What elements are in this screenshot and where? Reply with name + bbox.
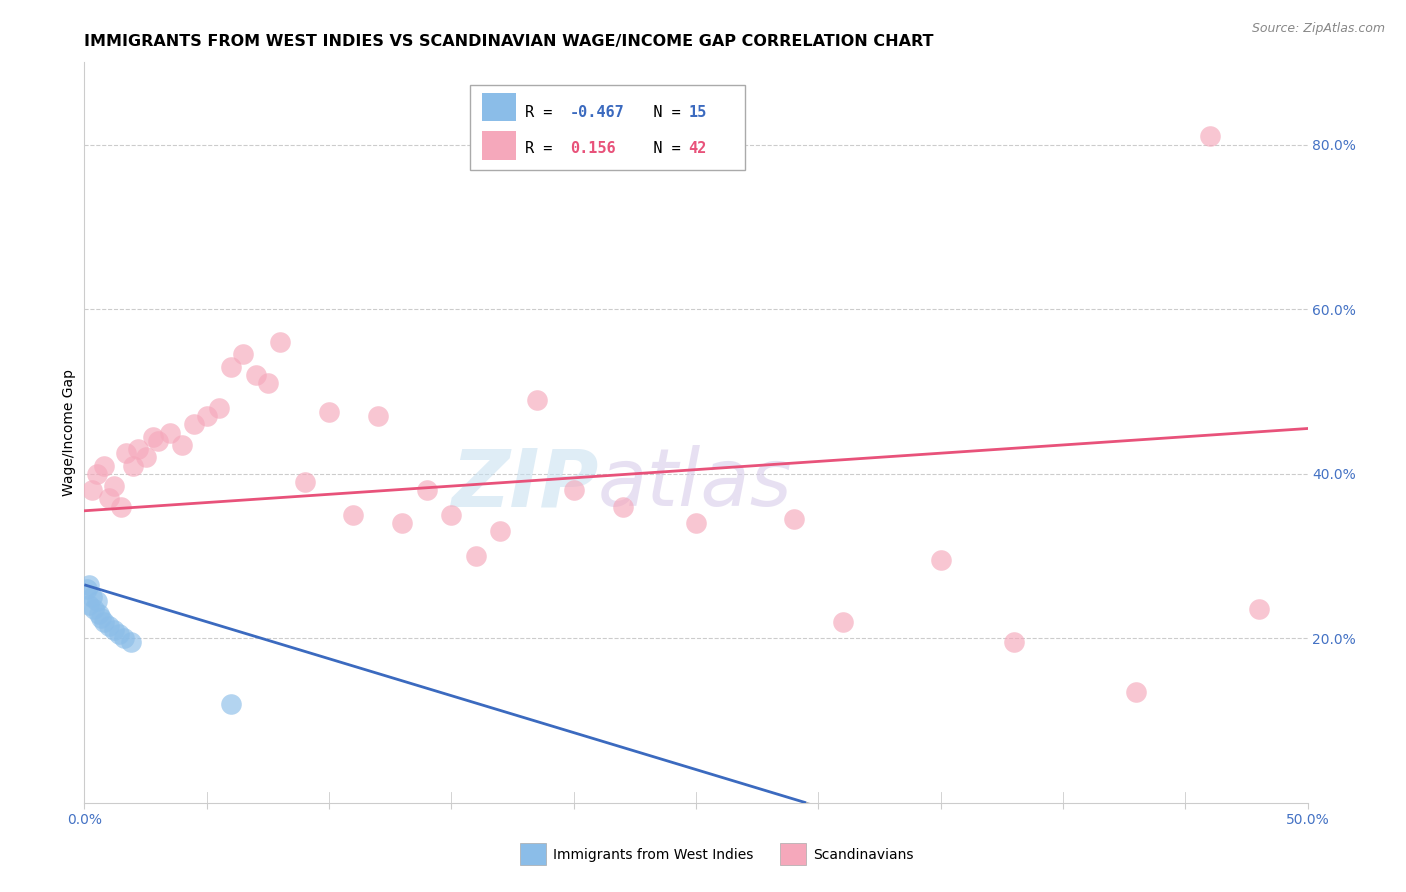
- Point: [103, 623, 125, 637]
- Point: [318, 405, 340, 419]
- Bar: [482, 131, 516, 160]
- Point: [135, 450, 157, 465]
- Point: [90, 610, 112, 624]
- Point: [294, 475, 316, 489]
- Point: [257, 376, 280, 391]
- Point: [172, 438, 194, 452]
- Point: [342, 508, 364, 522]
- Point: [80, 590, 103, 604]
- Text: Source: ZipAtlas.com: Source: ZipAtlas.com: [1251, 22, 1385, 36]
- Text: R =: R =: [524, 105, 561, 120]
- Text: Immigrants from West Indies: Immigrants from West Indies: [553, 847, 754, 862]
- Point: [122, 458, 145, 473]
- Point: [80, 483, 103, 498]
- Point: [612, 500, 634, 514]
- Point: [93, 458, 115, 473]
- Point: [86, 467, 108, 481]
- Text: -0.467: -0.467: [569, 105, 624, 120]
- Point: [195, 409, 218, 424]
- Point: [489, 524, 512, 539]
- FancyBboxPatch shape: [470, 85, 745, 169]
- Point: [1198, 129, 1220, 144]
- Point: [127, 442, 149, 456]
- Point: [159, 425, 181, 440]
- Point: [183, 417, 205, 432]
- Point: [146, 434, 169, 448]
- Point: [107, 627, 129, 641]
- Text: N =: N =: [626, 105, 690, 120]
- Text: R =: R =: [524, 141, 571, 156]
- Text: ZIP: ZIP: [451, 445, 598, 524]
- Point: [120, 635, 142, 649]
- Point: [245, 368, 267, 382]
- Point: [1247, 602, 1270, 616]
- Point: [103, 479, 125, 493]
- Text: 0.156: 0.156: [569, 141, 616, 156]
- Point: [1002, 635, 1025, 649]
- Point: [97, 491, 120, 506]
- Text: IMMIGRANTS FROM WEST INDIES VS SCANDINAVIAN WAGE/INCOME GAP CORRELATION CHART: IMMIGRANTS FROM WEST INDIES VS SCANDINAV…: [84, 34, 934, 49]
- Point: [115, 446, 138, 460]
- Point: [367, 409, 389, 424]
- Point: [97, 619, 120, 633]
- Point: [464, 549, 486, 563]
- Point: [86, 594, 108, 608]
- Point: [219, 697, 242, 711]
- Point: [76, 582, 98, 596]
- Point: [269, 335, 291, 350]
- Point: [416, 483, 439, 498]
- Point: [440, 508, 463, 522]
- Point: [77, 578, 100, 592]
- Point: [110, 500, 132, 514]
- Bar: [482, 93, 516, 121]
- Text: Scandinavians: Scandinavians: [813, 847, 912, 862]
- Point: [1125, 685, 1147, 699]
- Point: [232, 347, 254, 361]
- Text: N =: N =: [626, 141, 690, 156]
- Point: [391, 516, 413, 530]
- Point: [685, 516, 707, 530]
- Point: [208, 401, 231, 415]
- Text: atlas: atlas: [598, 445, 793, 524]
- Point: [142, 430, 165, 444]
- Point: [929, 553, 952, 567]
- Point: [219, 359, 242, 374]
- Point: [526, 392, 548, 407]
- Point: [77, 599, 100, 613]
- Point: [562, 483, 585, 498]
- Point: [783, 512, 806, 526]
- Point: [83, 602, 105, 616]
- Text: 42: 42: [689, 141, 707, 156]
- Point: [93, 615, 115, 629]
- Text: 15: 15: [689, 105, 707, 120]
- Y-axis label: Wage/Income Gap: Wage/Income Gap: [62, 369, 76, 496]
- Point: [831, 615, 853, 629]
- Point: [87, 607, 110, 621]
- Point: [112, 632, 135, 646]
